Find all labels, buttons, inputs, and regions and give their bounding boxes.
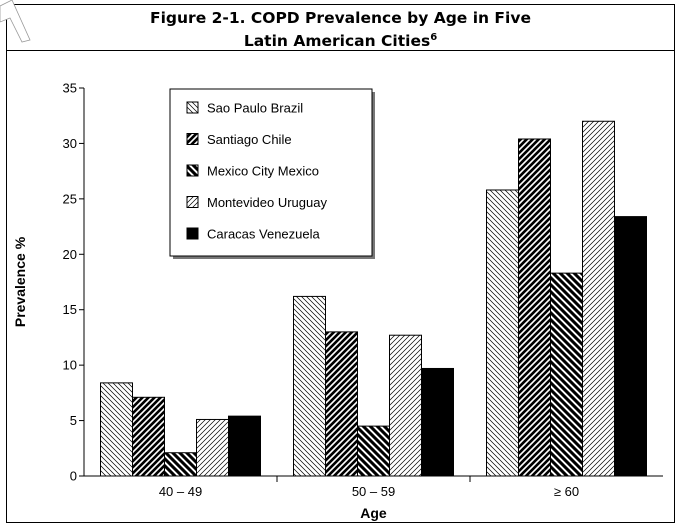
x-tick-label: 40 – 49 [159,484,202,499]
y-tick-label: 5 [70,413,77,428]
bar [486,189,519,477]
legend-label: Santiago Chile [207,132,292,147]
y-tick-label: 35 [63,81,77,96]
x-axis-label: Age [360,505,387,521]
bar [132,396,165,477]
legend-swatch [186,227,199,240]
legend: Sao Paulo Brazil Santiago Chile Mexico Cit… [169,88,375,259]
axis-labels: Age Prevalence % [12,236,387,521]
y-tick-label: 20 [63,247,77,262]
bar [389,334,422,477]
legend-swatch [186,101,199,114]
y-tick-label: 25 [63,191,77,206]
bar [357,425,390,477]
title-line-1: Figure 2-1. COPD Prevalence by Age in Fi… [150,9,531,27]
legend-swatch [186,196,199,208]
bar [228,415,261,477]
axes: 0 5 10 15 20 25 30 35 40 – 49 50 – 59 ≥ 60 [63,81,663,499]
bar [421,367,454,477]
x-tick-label: ≥ 60 [554,484,579,499]
legend-swatch [186,133,199,145]
title-line-2: Latin American Cities [243,32,431,51]
bar [196,418,229,477]
y-tick-label: 15 [63,302,77,317]
page-corner-mark [0,0,31,43]
figure-frame: Figure 2-1. COPD Prevalence by Age in Fi… [6,4,675,523]
bar [582,120,615,477]
figure-title: Figure 2-1. COPD Prevalence by Age in Fi… [7,5,674,51]
bar [614,216,647,477]
bar [293,295,326,477]
legend-label: Montevideo Uruguay [207,195,327,210]
y-tick-label: 0 [70,469,77,484]
x-tick-label: 50 – 59 [352,484,395,499]
bar [325,331,358,477]
title-reference: 6 [430,32,438,43]
y-tick-label: 30 [63,136,77,151]
bar [550,272,583,477]
bar [100,382,133,477]
legend-label: Mexico City Mexico [207,164,319,179]
legend-label: Caracas Venezuela [207,227,321,242]
y-axis-label: Prevalence % [12,236,28,327]
bar [518,138,551,477]
legend-label: Sao Paulo Brazil [207,101,303,116]
bars [100,120,647,477]
y-tick-label: 10 [63,358,77,373]
legend-swatch [186,164,199,177]
legend-box [169,88,373,257]
bar [164,452,197,477]
figure-header: Figure 2-1. COPD Prevalence by Age in Fi… [7,5,674,51]
